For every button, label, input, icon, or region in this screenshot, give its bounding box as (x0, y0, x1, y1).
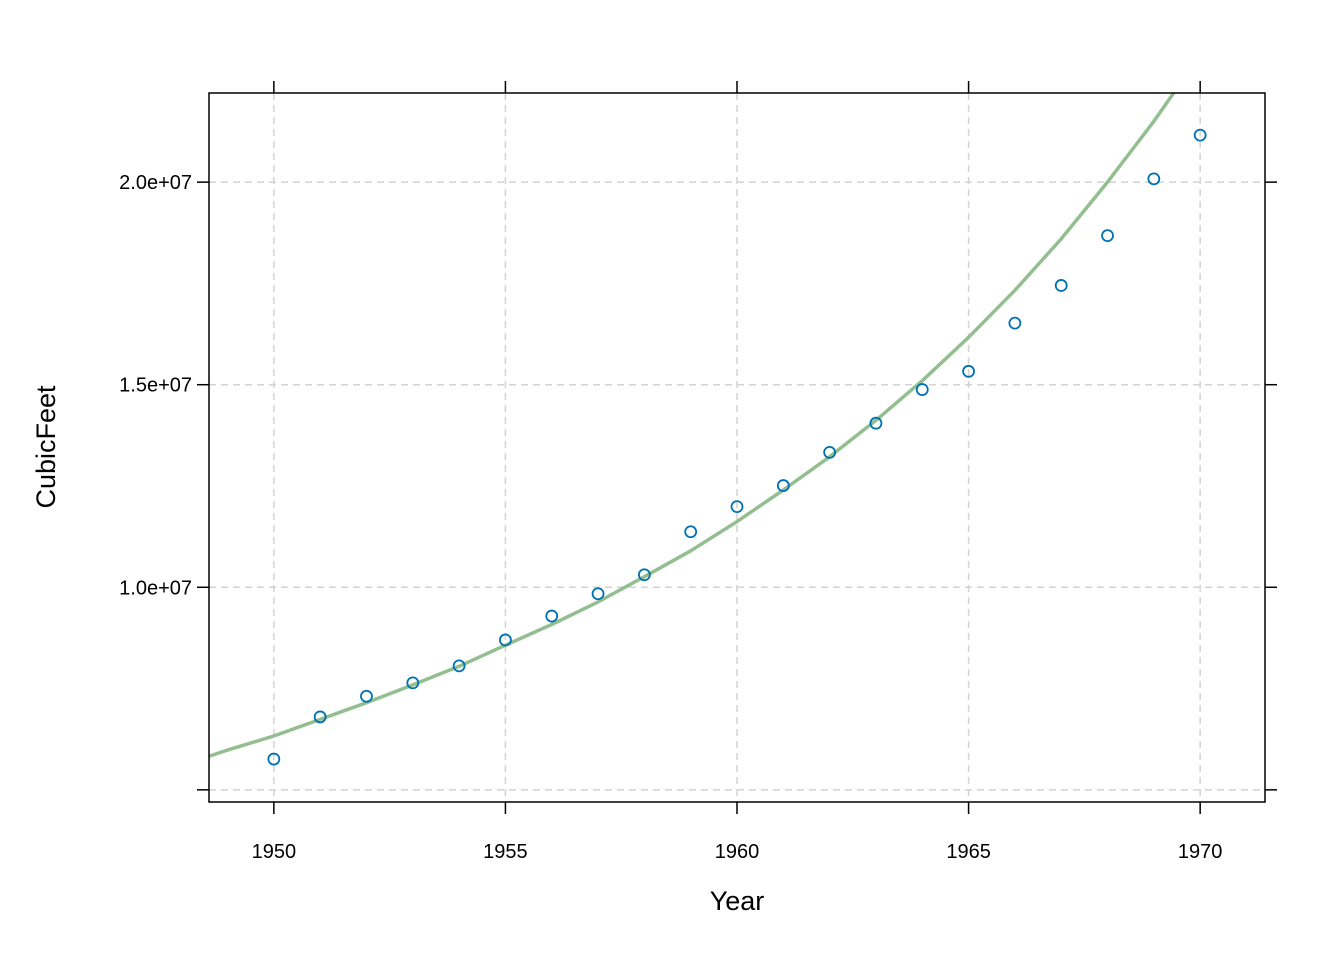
data-point (1101, 229, 1114, 243)
axis-ticks: 1950 1955 1960 1965 1970 1.0e+07 1.5e+07 2.0e+0… (119, 81, 1277, 863)
x-axis-title: Year (710, 886, 765, 916)
grid-lines (209, 93, 1265, 802)
data-point (545, 609, 559, 623)
y-tick-label: 2.0e+07 (119, 172, 192, 194)
data-point (1193, 128, 1207, 142)
data-point (1008, 316, 1022, 330)
data-point (962, 364, 975, 378)
data-point (823, 445, 837, 459)
data-point (637, 568, 651, 582)
y-axis-title: CubicFeet (31, 385, 61, 509)
data-point (684, 525, 698, 539)
data-point (730, 500, 744, 514)
data-points (267, 128, 1207, 766)
fit-curve (209, 93, 1176, 758)
data-point (915, 383, 929, 396)
y-tick-label: 1.5e+07 (119, 375, 192, 397)
data-point (869, 416, 883, 430)
data-point (267, 752, 281, 766)
data-point (360, 689, 373, 703)
data-point (452, 659, 466, 673)
x-tick-label: 1950 (252, 841, 297, 863)
data-point (591, 587, 605, 601)
x-tick-label: 1960 (715, 841, 760, 863)
data-point (1147, 172, 1161, 186)
data-point (406, 676, 420, 690)
data-point (776, 479, 790, 492)
x-tick-label: 1955 (483, 841, 528, 863)
data-point (313, 710, 327, 724)
x-tick-label: 1970 (1178, 841, 1223, 863)
data-point (499, 633, 512, 647)
data-point (1054, 279, 1068, 292)
y-tick-label: 1.0e+07 (119, 577, 192, 599)
fit-curve-layer (209, 93, 1176, 758)
x-tick-label: 1965 (946, 841, 991, 863)
